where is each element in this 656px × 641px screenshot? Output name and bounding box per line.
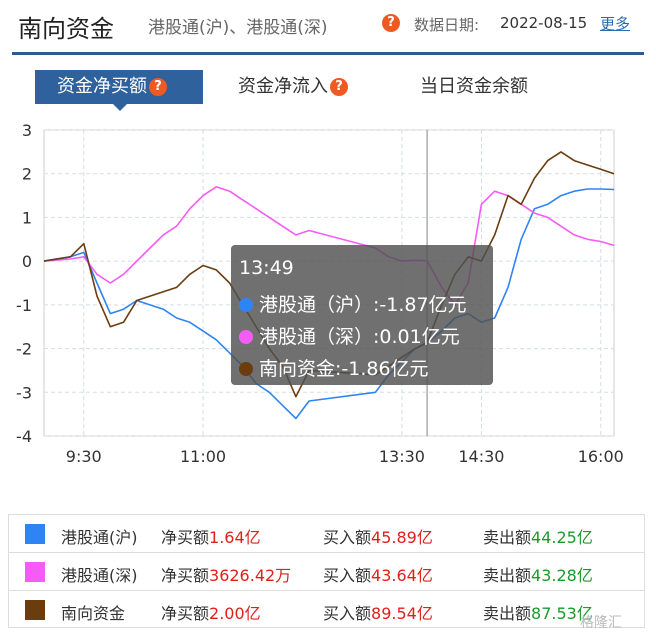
tooltip-dot-total [239,362,253,376]
tab-net-inflow[interactable]: 资金净流入? [238,70,348,104]
x-tick-label: 13:30 [379,447,425,466]
sell-value: 44.25亿 [531,528,593,547]
more-link[interactable]: 更多 [600,15,631,33]
summary-row-total[interactable]: 南向资金 净买额2.00亿 买入额89.54亿 卖出额87.53亿 [8,590,645,628]
series-name: 港股通(沪) [61,528,138,547]
tooltip-value-sz: 港股通（深）:0.01亿元 [259,326,460,348]
buy-amount: 买入额45.89亿 [323,524,433,548]
summary-row-sh[interactable]: 港股通(沪) 净买额1.64亿 买入额45.89亿 卖出额44.25亿 [8,514,645,552]
buy-value: 89.54亿 [371,604,433,623]
x-tick-label: 9:30 [66,447,102,466]
net-buy-value: 1.64亿 [209,528,261,547]
buy-amount: 买入额43.64亿 [323,562,433,586]
net-buy-label: 净买额 [161,528,210,547]
net-buy: 净买额1.64亿 [161,524,261,548]
net-buy-label: 净买额 [161,566,210,585]
tooltip-time: 13:49 [239,257,294,279]
sell-label: 卖出额 [483,604,532,623]
tab-net-buy-label: 资金净买额 [57,76,147,97]
tab-net-inflow-label: 资金净流入 [238,76,328,97]
y-tick-label: 1 [22,208,32,227]
net-buy-value: 2.00亿 [209,604,261,623]
y-tick-label: -4 [16,427,32,446]
y-tick-label: -2 [16,340,32,359]
buy-label: 买入额 [323,566,372,585]
tooltip-value-sh: 港股通（沪）:-1.87亿元 [259,294,467,316]
active-tab-caret [113,104,127,111]
tooltip-dot-sz [239,330,253,344]
watermark-logo: 格隆汇 [580,615,622,631]
net-buy: 净买额3626.42万 [161,562,291,586]
tooltip-row-total: 南向资金:-1.86亿元 [239,354,429,381]
header: 南向资金 港股通(沪)、港股通(深) ? 数据日期: 2022-08-15 更多 [0,0,656,56]
y-tick-label: 3 [22,121,32,140]
series-line-1 [43,188,615,420]
series-line-2 [43,186,615,306]
line-chart[interactable]: 3 2 1 0 -1 -2 -3 -4 9:30 11:00 13:30 14:30 16:00 [0,110,656,480]
help-icon[interactable]: ? [149,78,167,96]
tooltip-value-total: 南向资金:-1.86亿元 [259,358,429,380]
tab-bar: 资金净买额? 资金净流入? 当日资金余额 [0,64,656,111]
sell-value: 87.53亿 [531,604,593,623]
series-name: 港股通(深) [61,566,138,585]
sell-amount: 卖出额43.28亿 [483,562,593,586]
tab-daily-balance[interactable]: 当日资金余额 [420,70,528,104]
tab-daily-balance-label: 当日资金余额 [420,76,528,97]
tab-net-buy[interactable]: 资金净买额? [35,70,203,104]
buy-label: 买入额 [323,604,372,623]
chart-tooltip: 13:49 港股通（沪）:-1.87亿元 港股通（深）:0.01亿元 南向资金:… [231,245,493,385]
tooltip-dot-sh [239,298,253,312]
series-name: 南向资金 [61,604,126,623]
date-label: 数据日期: [414,16,480,34]
buy-value: 45.89亿 [371,528,433,547]
x-tick-label: 11:00 [180,447,226,466]
page-title: 南向资金 [18,15,114,43]
summary-row-sz[interactable]: 港股通(深) 净买额3626.42万 买入额43.64亿 卖出额43.28亿 [8,552,645,590]
x-tick-label: 16:00 [578,447,624,466]
help-icon[interactable]: ? [330,78,348,96]
net-buy-value: 3626.42万 [209,566,292,585]
x-tick-label: 14:30 [458,447,504,466]
plot-frame [43,129,615,437]
sell-label: 卖出额 [483,566,532,585]
sell-label: 卖出额 [483,528,532,547]
net-buy: 净买额2.00亿 [161,600,261,624]
tooltip-row-sh: 港股通（沪）:-1.87亿元 [239,290,467,317]
buy-value: 43.64亿 [371,566,433,585]
header-divider [12,52,644,55]
legend-swatch-total [25,600,45,620]
tooltip-row-sz: 港股通（深）:0.01亿元 [239,322,460,349]
legend-swatch-sz [25,562,45,582]
sell-amount: 卖出额44.25亿 [483,524,593,548]
y-tick-label: 2 [22,165,32,184]
y-tick-label: -1 [16,296,32,315]
y-tick-label: 0 [22,252,32,271]
sell-value: 43.28亿 [531,566,593,585]
page-subtitle: 港股通(沪)、港股通(深) [148,18,328,38]
summary-table: 港股通(沪) 净买额1.64亿 买入额45.89亿 卖出额44.25亿 港股通(… [8,514,645,628]
sell-amount: 卖出额87.53亿 [483,600,593,624]
chart-canvas[interactable]: 3 2 1 0 -1 -2 -3 -4 9:30 11:00 13:30 14:30 16:00 [0,110,656,480]
y-tick-label: -3 [16,383,32,402]
legend-swatch-sh [25,524,45,544]
help-icon[interactable]: ? [382,14,400,32]
date-value: 2022-08-15 [500,14,588,32]
buy-amount: 买入额89.54亿 [323,600,433,624]
net-buy-label: 净买额 [161,604,210,623]
buy-label: 买入额 [323,528,372,547]
